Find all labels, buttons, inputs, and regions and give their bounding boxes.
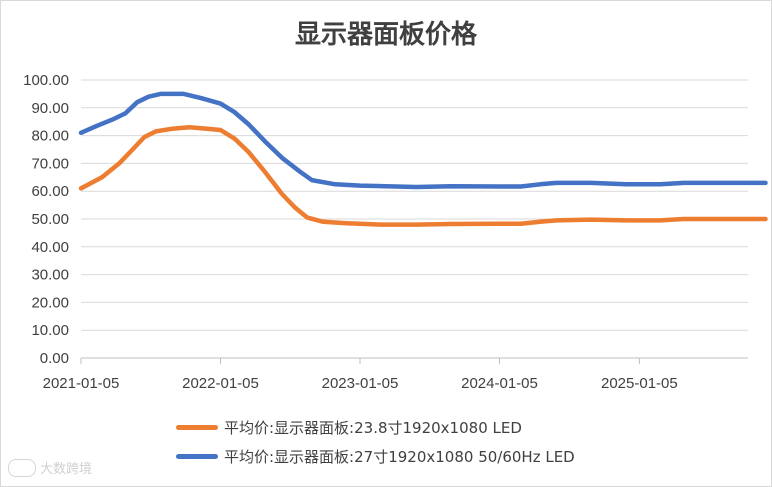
y-tick-label: 80.00 bbox=[31, 128, 69, 145]
y-tick-label: 70.00 bbox=[31, 155, 69, 172]
legend-swatch-series-2 bbox=[176, 453, 218, 459]
y-tick-label: 20.00 bbox=[31, 294, 69, 311]
series-line-1 bbox=[78, 125, 768, 227]
series-line-2 bbox=[78, 91, 768, 190]
watermark-logo-icon bbox=[8, 458, 36, 477]
y-tick-label: 30.00 bbox=[31, 267, 69, 284]
x-tick-label: 2022-01-05 bbox=[182, 375, 259, 392]
watermark: 大数跨境 bbox=[8, 458, 92, 477]
y-tick-label: 40.00 bbox=[31, 239, 69, 256]
y-tick-label: 10.00 bbox=[31, 322, 69, 339]
x-tick-label: 2021-01-05 bbox=[43, 375, 120, 392]
legend-label-series-1: 平均价:显示器面板:23.8寸1920x1080 LED bbox=[224, 418, 522, 437]
chart-title: 显示器面板价格 bbox=[294, 20, 477, 50]
x-tick-label: 2025-01-05 bbox=[601, 375, 678, 392]
y-tick-label: 50.00 bbox=[31, 211, 69, 228]
legend-swatch-series-1 bbox=[176, 424, 218, 430]
watermark-text: 大数跨境 bbox=[40, 462, 93, 477]
y-tick-label: 60.00 bbox=[31, 183, 69, 200]
y-tick-label: 90.00 bbox=[31, 100, 69, 117]
legend-item-series-2: 平均价:显示器面板:27寸1920x1080 50/60Hz LED bbox=[176, 444, 575, 468]
x-tick-label: 2024-01-05 bbox=[461, 375, 538, 392]
legend-item-series-1: 平均价:显示器面板:23.8寸1920x1080 LED bbox=[176, 415, 522, 439]
y-tick-label: 100.00 bbox=[23, 72, 69, 89]
x-tick-label: 2023-01-05 bbox=[322, 375, 399, 392]
y-tick-label: 0.00 bbox=[40, 350, 69, 367]
legend-label-series-2: 平均价:显示器面板:27寸1920x1080 50/60Hz LED bbox=[224, 447, 575, 466]
